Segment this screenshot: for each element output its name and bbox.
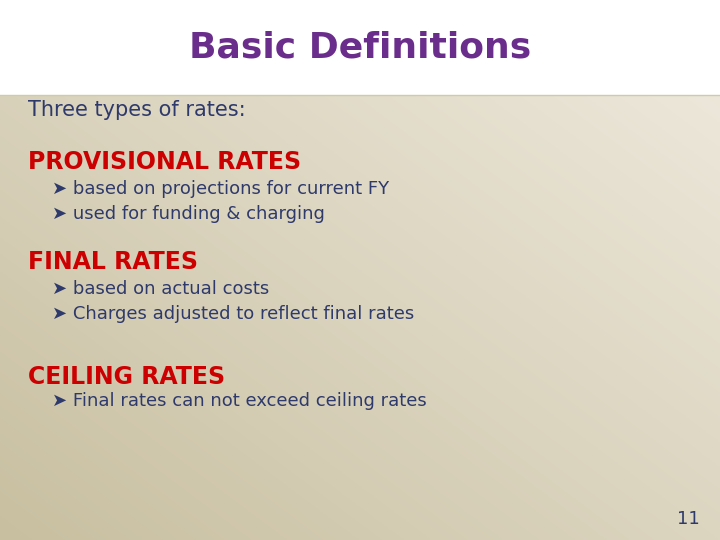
Text: 11: 11 — [678, 510, 700, 528]
Text: ➤ Final rates can not exceed ceiling rates: ➤ Final rates can not exceed ceiling rat… — [52, 392, 427, 410]
Text: Three types of rates:: Three types of rates: — [28, 100, 246, 120]
Bar — [0, 0, 720, 94]
Text: ➤ used for funding & charging: ➤ used for funding & charging — [52, 205, 325, 223]
Text: Basic Definitions: Basic Definitions — [189, 30, 531, 64]
Text: FINAL RATES: FINAL RATES — [28, 250, 198, 274]
Text: ➤ Charges adjusted to reflect final rates: ➤ Charges adjusted to reflect final rate… — [52, 305, 414, 323]
Text: ➤ based on projections for current FY: ➤ based on projections for current FY — [52, 180, 389, 198]
Text: PROVISIONAL RATES: PROVISIONAL RATES — [28, 150, 301, 174]
Text: ➤ based on actual costs: ➤ based on actual costs — [52, 280, 269, 298]
Text: CEILING RATES: CEILING RATES — [28, 365, 225, 389]
